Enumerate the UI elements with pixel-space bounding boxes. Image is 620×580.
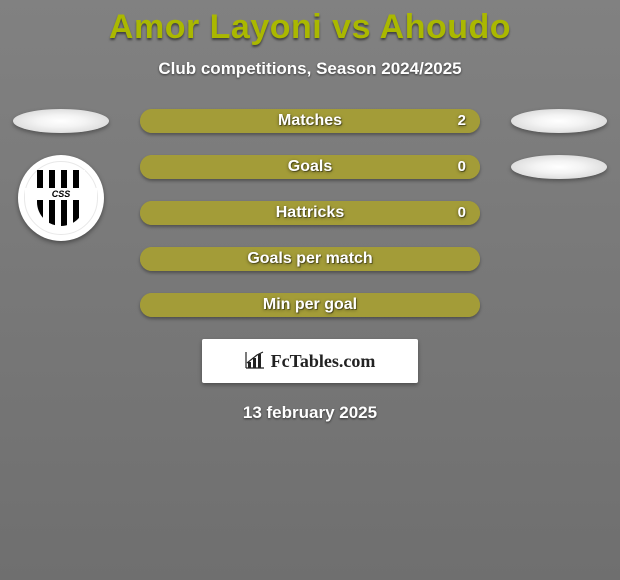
stat-bar-value-right: 2 bbox=[458, 109, 466, 133]
date-line: 13 february 2025 bbox=[0, 403, 620, 423]
stat-bar-label: Goals bbox=[140, 155, 480, 179]
stat-bar-label: Min per goal bbox=[140, 293, 480, 317]
stat-bars: Matches2Goals0Hattricks0Goals per matchM… bbox=[140, 109, 480, 317]
stat-bar-label: Hattricks bbox=[140, 201, 480, 225]
club-right-oval bbox=[511, 155, 607, 179]
right-column bbox=[504, 109, 614, 201]
brand-text: FcTables.com bbox=[271, 351, 376, 372]
stat-bar-row: Matches2 bbox=[140, 109, 480, 133]
stat-bar-row: Goals0 bbox=[140, 155, 480, 179]
chart-icon bbox=[245, 351, 265, 372]
comparison-content: CSS Matches2Goals0Hattricks0Goals per ma… bbox=[0, 109, 620, 317]
stat-bar-row: Min per goal bbox=[140, 293, 480, 317]
subtitle: Club competitions, Season 2024/2025 bbox=[0, 59, 620, 79]
stat-bar-value-right: 0 bbox=[458, 155, 466, 179]
left-column: CSS bbox=[6, 109, 116, 241]
player-right-oval bbox=[511, 109, 607, 133]
page-title: Amor Layoni vs Ahoudo bbox=[0, 0, 620, 47]
stat-bar-row: Hattricks0 bbox=[140, 201, 480, 225]
stat-bar-value-right: 0 bbox=[458, 201, 466, 225]
stat-bar-row: Goals per match bbox=[140, 247, 480, 271]
player-left-oval bbox=[13, 109, 109, 133]
stat-bar-label: Goals per match bbox=[140, 247, 480, 271]
brand-box[interactable]: FcTables.com bbox=[202, 339, 418, 383]
club-badge-left: CSS bbox=[18, 155, 104, 241]
club-badge-left-label: CSS bbox=[25, 188, 97, 200]
stat-bar-label: Matches bbox=[140, 109, 480, 133]
